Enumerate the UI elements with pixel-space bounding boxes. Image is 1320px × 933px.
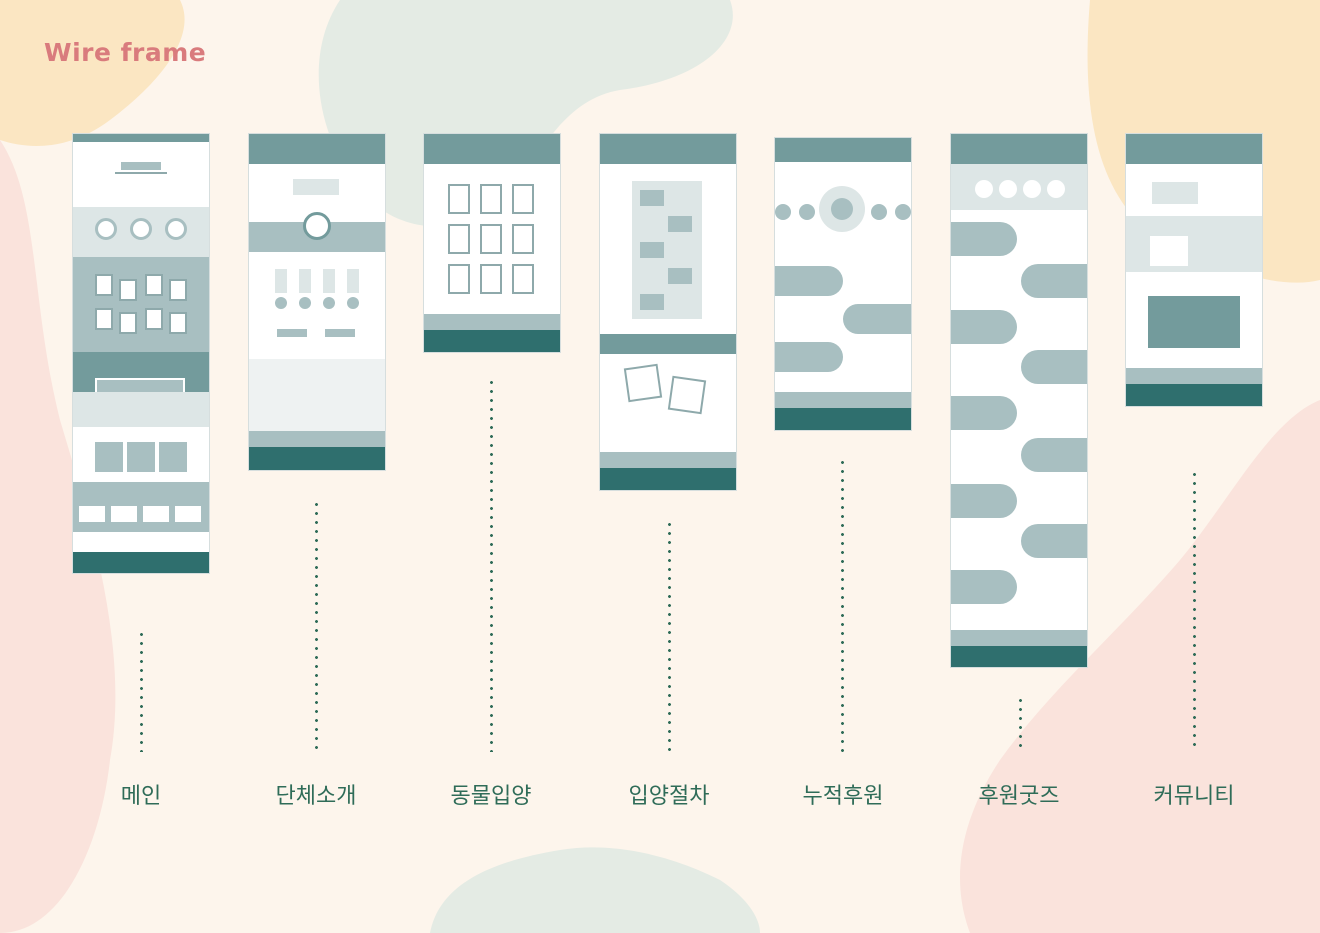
connector-about: [315, 500, 318, 752]
connector-donation: [841, 458, 844, 752]
label-goods: 후원굿즈: [978, 784, 1060, 809]
label-community: 커뮤니티: [1153, 784, 1235, 809]
connector-main: [140, 630, 143, 752]
wireframe-main: [73, 134, 209, 573]
page-title: Wire frame: [44, 38, 207, 67]
connector-adoption: [490, 378, 493, 752]
label-adoption: 동물입양: [450, 784, 532, 809]
wireframe-adoption: [424, 134, 560, 352]
wireframe-donation: [775, 138, 911, 430]
label-about: 단체소개: [275, 784, 357, 809]
wireframe-procedure: [600, 134, 736, 490]
label-procedure: 입양절차: [628, 784, 710, 809]
connector-community: [1193, 470, 1196, 752]
label-donation: 누적후원: [802, 784, 884, 809]
wireframe-goods: [951, 134, 1087, 667]
connector-goods: [1019, 696, 1022, 752]
wireframe-about: [249, 134, 385, 470]
connector-procedure: [668, 520, 671, 752]
wireframe-community: [1126, 134, 1262, 406]
label-main: 메인: [120, 784, 162, 809]
